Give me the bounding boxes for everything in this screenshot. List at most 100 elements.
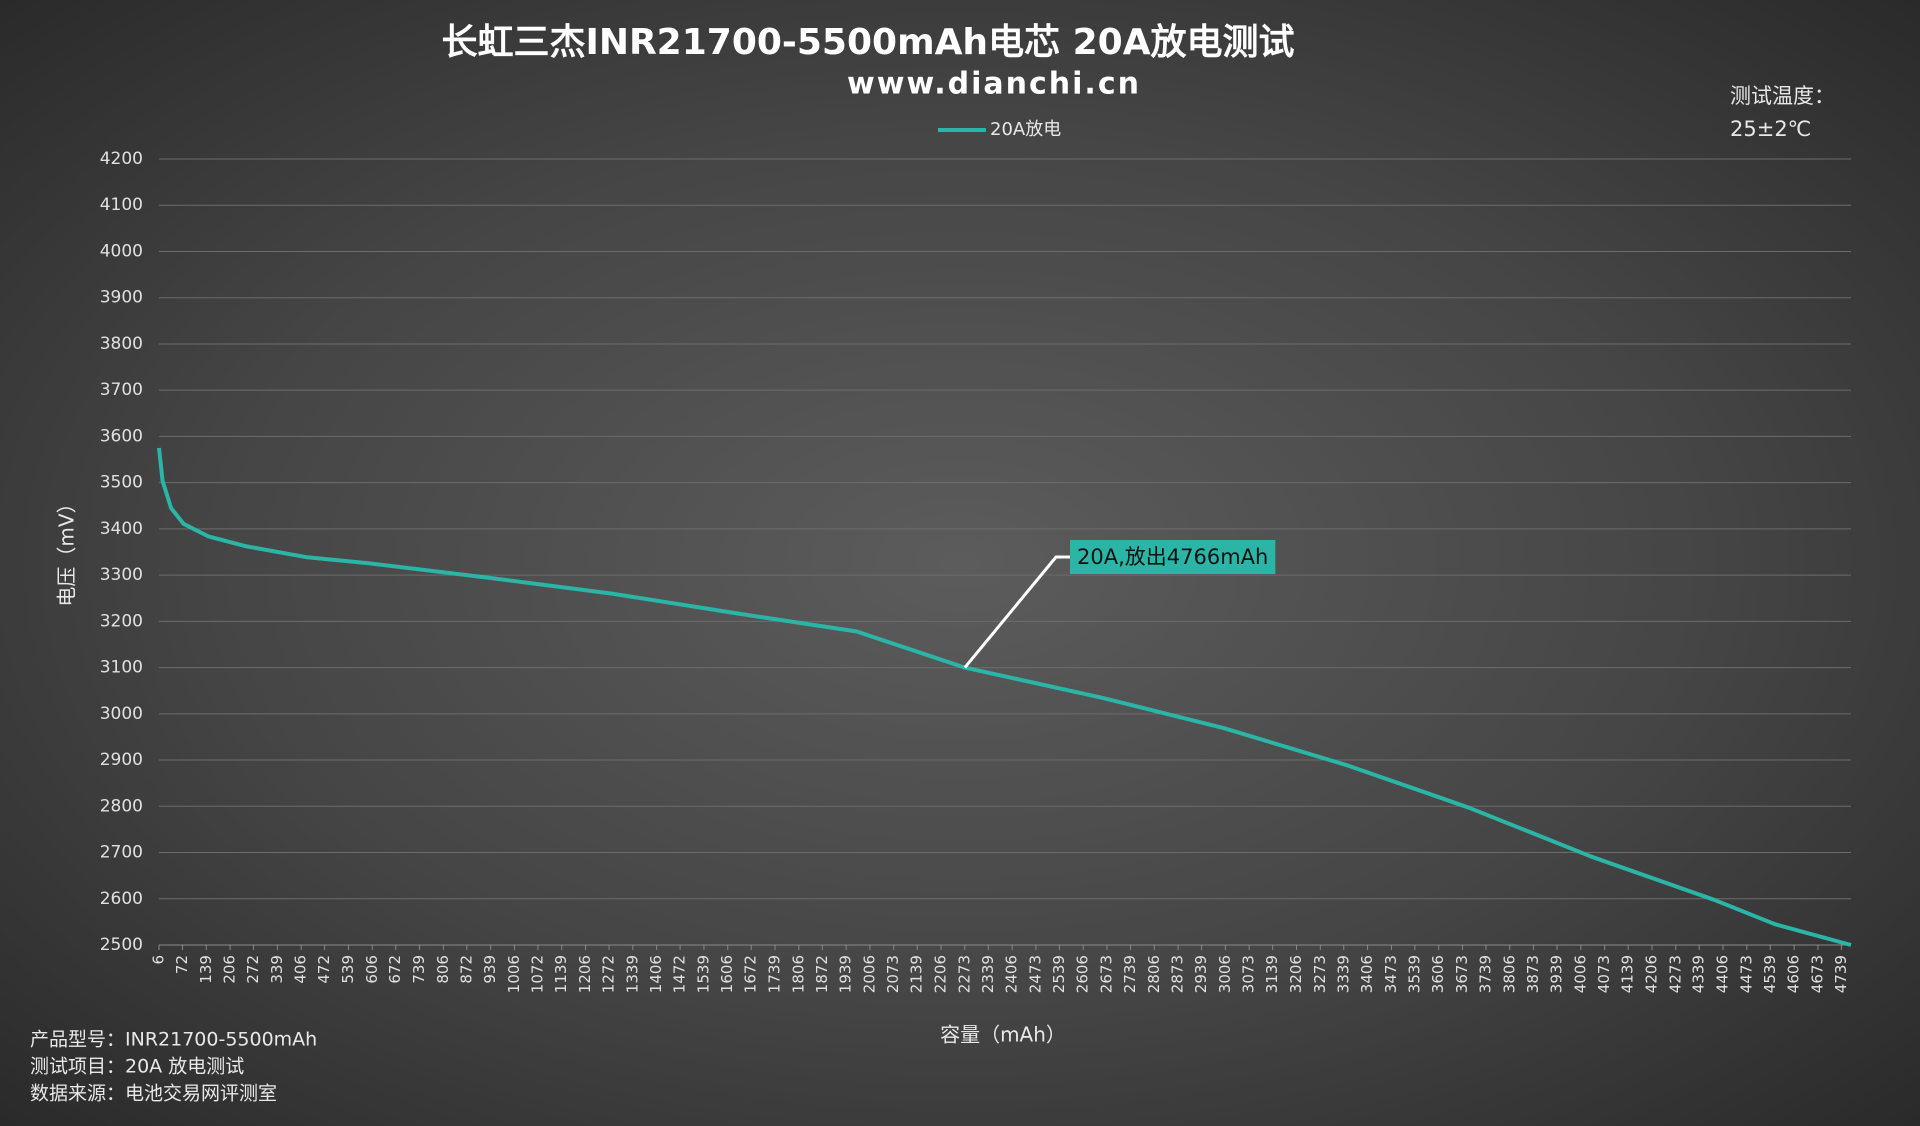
annotation-leader [963, 555, 1070, 669]
x-tick-label: 139 [197, 955, 215, 984]
x-tick-label: 872 [457, 955, 475, 984]
x-tick-label: 2006 [860, 955, 878, 993]
x-tick-label: 1806 [789, 955, 807, 993]
x-tick-label: 4473 [1737, 955, 1755, 993]
x-tick-label: 4073 [1595, 955, 1613, 993]
x-tick-label: 4139 [1619, 955, 1637, 993]
x-tick-label: 939 [481, 955, 499, 984]
y-tick-label: 3900 [100, 288, 143, 308]
x-tick-label: 1272 [600, 955, 618, 993]
y-tick-label: 2700 [100, 843, 143, 863]
x-tick-label: 2139 [908, 955, 926, 993]
x-tick-label: 4273 [1666, 955, 1684, 993]
x-axis-label: 容量（mAh） [940, 1023, 1066, 1047]
x-tick-label: 539 [339, 955, 357, 984]
x-tick-label: 1939 [837, 955, 855, 993]
x-tick-label: 2273 [955, 955, 973, 993]
y-tick-label: 3200 [100, 611, 143, 631]
x-tick-label: 2073 [884, 955, 902, 993]
x-tick-label: 4606 [1785, 955, 1803, 993]
x-tick-label: 3606 [1429, 955, 1447, 993]
x-tick-label: 2406 [1003, 955, 1021, 993]
note: 25±2℃ [1730, 117, 1811, 141]
x-tick-label: 4406 [1714, 955, 1732, 993]
x-tick-label: 2473 [1026, 955, 1044, 993]
y-tick-label: 3000 [100, 704, 143, 724]
x-tick-label: 4006 [1571, 955, 1589, 993]
x-tick-label: 3273 [1311, 955, 1329, 993]
chart-title: 长虹三杰INR21700-5500mAh电芯 20A放电测试 [441, 22, 1294, 63]
x-tick-label: 2339 [979, 955, 997, 993]
x-tick-label: 4339 [1690, 955, 1708, 993]
x-tick-label: 1072 [528, 955, 546, 993]
x-tick-label: 3139 [1263, 955, 1281, 993]
x-tick-label: 2206 [932, 955, 950, 993]
x-tick-label: 472 [315, 955, 333, 984]
annotation-label: 20A,放出4766mAh [1077, 545, 1268, 569]
annotation-box [1070, 540, 1276, 574]
x-tick-label: 6 [150, 955, 168, 965]
y-tick-label: 4100 [100, 195, 143, 215]
x-tick-label: 3206 [1287, 955, 1305, 993]
y-axis-label: 电压（mV） [55, 493, 79, 606]
x-tick-label: 272 [244, 955, 262, 984]
x-tick-label: 3806 [1500, 955, 1518, 993]
x-tick-label: 1872 [813, 955, 831, 993]
x-tick-label: 3539 [1405, 955, 1423, 993]
x-tick-label: 2873 [1169, 955, 1187, 993]
y-tick-label: 4000 [100, 241, 143, 261]
y-tick-label: 2600 [100, 889, 143, 909]
x-tick-label: 1206 [576, 955, 594, 993]
line-series [157, 447, 1852, 947]
legend-label: 20A放电 [990, 119, 1061, 140]
x-tick-label: 672 [386, 955, 404, 984]
y-tick-label: 3600 [100, 426, 143, 446]
y-tick-label: 2900 [100, 750, 143, 770]
x-tick-label: 339 [268, 955, 286, 984]
y-tick-label: 3500 [100, 473, 143, 493]
x-tick-label: 1472 [671, 955, 689, 993]
x-tick-label: 4206 [1642, 955, 1660, 993]
note: 测试温度： [1730, 84, 1835, 108]
x-tick-label: 3339 [1334, 955, 1352, 993]
x-tick-label: 72 [173, 955, 191, 974]
x-tick-label: 3673 [1453, 955, 1471, 993]
x-tick-label: 1339 [623, 955, 641, 993]
x-tick-label: 4539 [1761, 955, 1779, 993]
x-tick-label: 3739 [1476, 955, 1494, 993]
y-tick-label: 4200 [100, 149, 143, 169]
x-tick-label: 1606 [718, 955, 736, 993]
x-tick-label: 739 [410, 955, 428, 984]
x-tick-label: 4739 [1832, 955, 1850, 993]
y-tick-label: 3400 [100, 519, 143, 539]
y-tick-label: 3100 [100, 658, 143, 678]
x-tick-label: 3473 [1382, 955, 1400, 993]
x-tick-label: 2806 [1145, 955, 1163, 993]
x-tick-label: 2939 [1192, 955, 1210, 993]
x-tick-label: 1139 [552, 955, 570, 993]
x-tick-label: 2673 [1098, 955, 1116, 993]
x-tick-label: 1672 [742, 955, 760, 993]
x-tick-label: 2539 [1050, 955, 1068, 993]
x-tick-label: 806 [434, 955, 452, 984]
x-tick-label: 606 [363, 955, 381, 984]
x-tick-label: 1406 [647, 955, 665, 993]
y-tick-label: 2800 [100, 796, 143, 816]
footer: 产品型号：INR21700-5500mAh [30, 1029, 317, 1051]
footer: 数据来源：电池交易网评测室 [30, 1083, 277, 1105]
x-tick-label: 1006 [505, 955, 523, 993]
y-tick-label: 3300 [100, 565, 143, 585]
footer: 测试项目：20A 放电测试 [30, 1056, 244, 1078]
y-tick-label: 3800 [100, 334, 143, 354]
x-tick-label: 406 [292, 955, 310, 984]
chart-subtitle: www.dianchi.cn [847, 67, 1141, 102]
x-tick-label: 3406 [1358, 955, 1376, 993]
x-tick-label: 206 [221, 955, 239, 984]
x-tick-label: 2606 [1074, 955, 1092, 993]
x-tick-label: 3006 [1216, 955, 1234, 993]
x-tick-label: 4673 [1808, 955, 1826, 993]
x-tick-label: 2739 [1121, 955, 1139, 993]
y-tick-label: 2500 [100, 935, 143, 955]
